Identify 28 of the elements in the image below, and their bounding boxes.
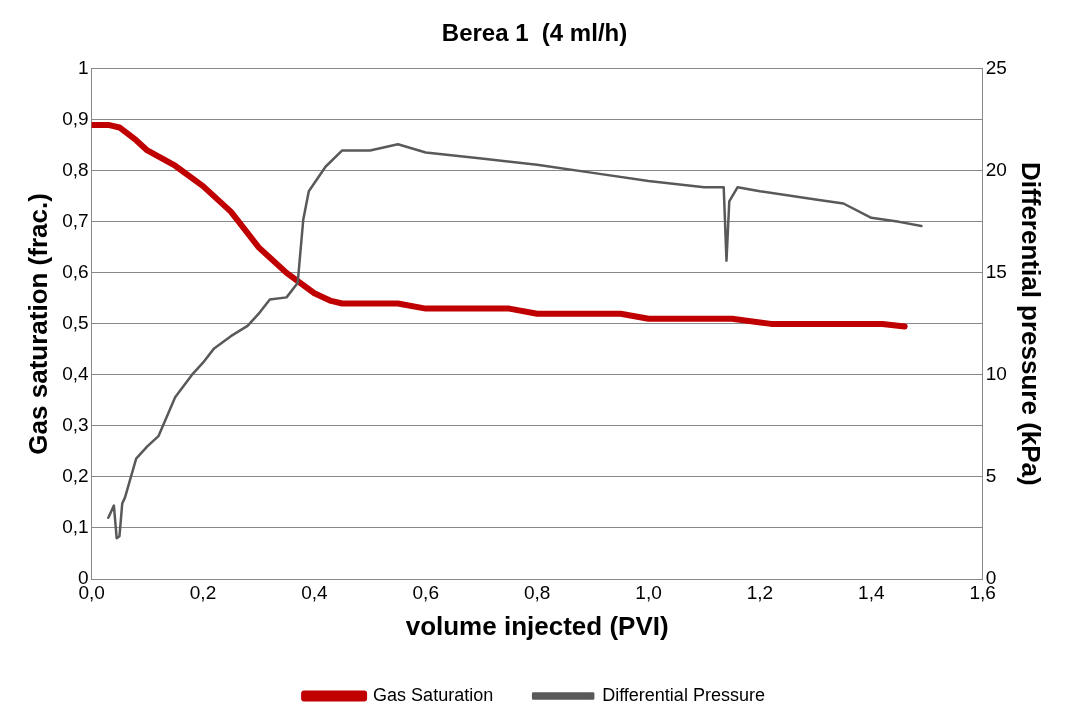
y2-axis-title: Differential pressure (kPa): [1016, 162, 1047, 486]
x-tick-label: 0,2: [189, 581, 217, 603]
x-tick-label: 0,8: [523, 581, 551, 603]
y-tick-label: 0,5: [62, 312, 89, 334]
y-tick-label: 0,3: [62, 414, 89, 436]
y-tick-label: 0,9: [62, 108, 89, 130]
y-axis-title: Gas saturation (frac.): [22, 193, 53, 455]
y-tick-label: 0,2: [62, 465, 89, 487]
y2-tick-label: 10: [985, 363, 1007, 385]
y-tick-label: 0,7: [62, 210, 89, 232]
legend-label: Differential Pressure: [602, 684, 765, 705]
x-axis-title: volume injected (PVI): [405, 610, 669, 641]
legend-label: Gas Saturation: [373, 684, 494, 705]
y-tick-label: 0,1: [62, 516, 89, 538]
y2-tick-label: 25: [985, 57, 1007, 79]
y2-tick-label: 5: [985, 465, 997, 487]
y-tick-label: 0,4: [62, 363, 90, 385]
x-tick-label: 1,0: [635, 581, 662, 603]
chart-title: Berea 1 (4 ml/h): [441, 19, 628, 47]
y2-tick-label: 20: [985, 159, 1007, 181]
y-tick-label: 1: [78, 57, 89, 79]
x-tick-label: 1,2: [746, 581, 774, 603]
x-tick-label: 0,6: [412, 581, 439, 603]
x-tick-label: 0,4: [301, 581, 329, 603]
y2-tick-label: 15: [985, 261, 1007, 283]
x-tick-label: 1,4: [858, 581, 885, 603]
y-tick-label: 0,6: [62, 261, 89, 283]
y-tick-label: 0,8: [62, 159, 89, 181]
